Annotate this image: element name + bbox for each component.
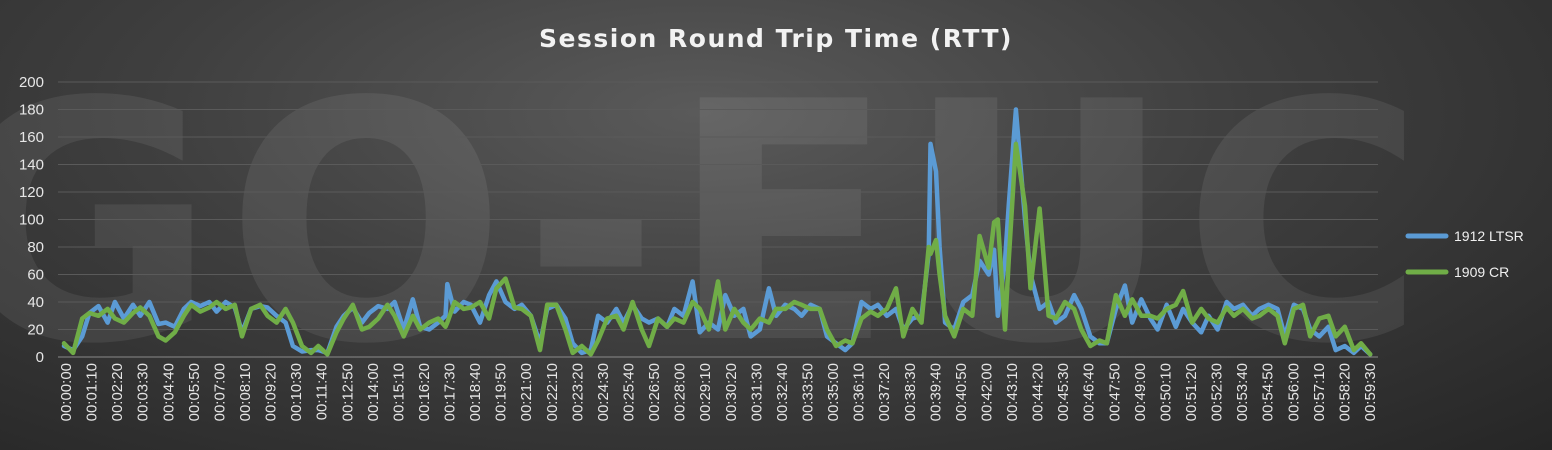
x-tick-label: 00:01:10 — [84, 363, 101, 421]
x-tick-label: 00:39:40 — [927, 363, 944, 421]
x-tick-label: 00:22:10 — [544, 363, 561, 421]
x-tick-label: 00:38:30 — [902, 363, 919, 421]
x-tick-label: 00:03:30 — [135, 363, 152, 421]
x-tick-label: 00:47:50 — [1106, 363, 1123, 421]
x-tick-label: 00:24:30 — [595, 363, 612, 421]
x-tick-label: 00:17:30 — [442, 363, 459, 421]
x-tick-label: 00:04:40 — [160, 363, 177, 421]
y-tick-label: 200 — [19, 74, 44, 91]
x-tick-label: 00:16:20 — [416, 363, 433, 421]
x-tick-label: 00:53:40 — [1234, 363, 1251, 421]
x-tick-label: 00:15:10 — [390, 363, 407, 421]
y-tick-label: 120 — [19, 184, 44, 201]
y-tick-label: 0 — [36, 349, 44, 366]
y-tick-label: 140 — [19, 157, 44, 174]
x-tick-label: 00:52:30 — [1209, 363, 1226, 421]
legend-label: 1909 CR — [1454, 264, 1509, 280]
x-tick-label: 00:05:50 — [186, 363, 203, 421]
x-tick-label: 00:07:00 — [211, 363, 228, 421]
series-line-1909-cr — [61, 141, 1373, 357]
chart-title: Session Round Trip Time (RTT) — [539, 24, 1013, 53]
x-tick-label: 00:36:10 — [851, 363, 868, 421]
y-tick-label: 100 — [19, 212, 44, 229]
x-tick-label: 00:50:10 — [1157, 363, 1174, 421]
x-tick-label: 00:49:00 — [1132, 363, 1149, 421]
y-tick-label: 40 — [27, 294, 44, 311]
x-tick-label: 00:32:40 — [774, 363, 791, 421]
x-tick-label: 00:33:50 — [799, 363, 816, 421]
series-lines — [61, 107, 1373, 357]
y-tick-label: 80 — [27, 239, 44, 256]
x-tick-label: 00:08:10 — [237, 363, 254, 421]
x-tick-label: 00:12:50 — [339, 363, 356, 421]
x-tick-label: 00:51:20 — [1183, 363, 1200, 421]
x-tick-label: 00:02:20 — [109, 363, 126, 421]
x-tick-label: 00:21:00 — [518, 363, 535, 421]
gridlines — [58, 81, 1378, 358]
x-tick-label: 00:00:00 — [58, 363, 75, 421]
legend-label: 1912 LTSR — [1454, 228, 1524, 244]
x-tick-label: 00:23:20 — [569, 363, 586, 421]
x-tick-label: 00:56:00 — [1285, 363, 1302, 421]
x-tick-label: 00:18:40 — [467, 363, 484, 421]
x-tick-label: 00:25:40 — [621, 363, 638, 421]
x-tick-label: 00:31:30 — [748, 363, 765, 421]
x-tick-label: 00:40:50 — [953, 363, 970, 421]
x-tick-label: 00:26:50 — [646, 363, 663, 421]
x-tick-label: 00:46:40 — [1081, 363, 1098, 421]
x-tick-label: 00:59:30 — [1362, 363, 1379, 421]
x-tick-label: 00:29:10 — [697, 363, 714, 421]
x-tick-label: 00:28:00 — [672, 363, 689, 421]
x-tick-label: 00:44:20 — [1030, 363, 1047, 421]
y-tick-label: 160 — [19, 129, 44, 146]
x-tick-label: 00:42:00 — [978, 363, 995, 421]
x-tick-label: 00:19:50 — [493, 363, 510, 421]
x-tick-label: 00:37:20 — [876, 363, 893, 421]
y-tick-label: 60 — [27, 267, 44, 284]
y-axis-tick-labels: 0 20 40 60 80 100 120 140 160 180 200 — [19, 74, 44, 366]
x-tick-label: 00:57:10 — [1311, 363, 1328, 421]
x-tick-label: 00:43:10 — [1004, 363, 1021, 421]
x-tick-label: 00:54:50 — [1260, 363, 1277, 421]
watermark-text: GO-EUC — [0, 32, 1435, 416]
x-tick-label: 00:09:20 — [263, 363, 280, 421]
x-tick-label: 00:14:00 — [365, 363, 382, 421]
x-tick-label: 00:45:30 — [1055, 363, 1072, 421]
x-tick-label: 00:30:20 — [723, 363, 740, 421]
x-tick-label: 00:35:00 — [825, 363, 842, 421]
x-tick-label: 00:58:20 — [1336, 363, 1353, 421]
y-tick-label: 20 — [27, 322, 44, 339]
x-tick-label: 00:11:40 — [314, 363, 331, 420]
legend: 1912 LTSR 1909 CR — [1405, 228, 1524, 280]
series-line-1912-ltsr — [61, 107, 1373, 357]
y-tick-label: 180 — [19, 102, 44, 119]
x-axis-tick-labels: 00:00:00 00:01:10 00:02:20 00:03:30 00:04:40… — [58, 363, 1379, 421]
x-tick-label: 00:10:30 — [288, 363, 305, 421]
